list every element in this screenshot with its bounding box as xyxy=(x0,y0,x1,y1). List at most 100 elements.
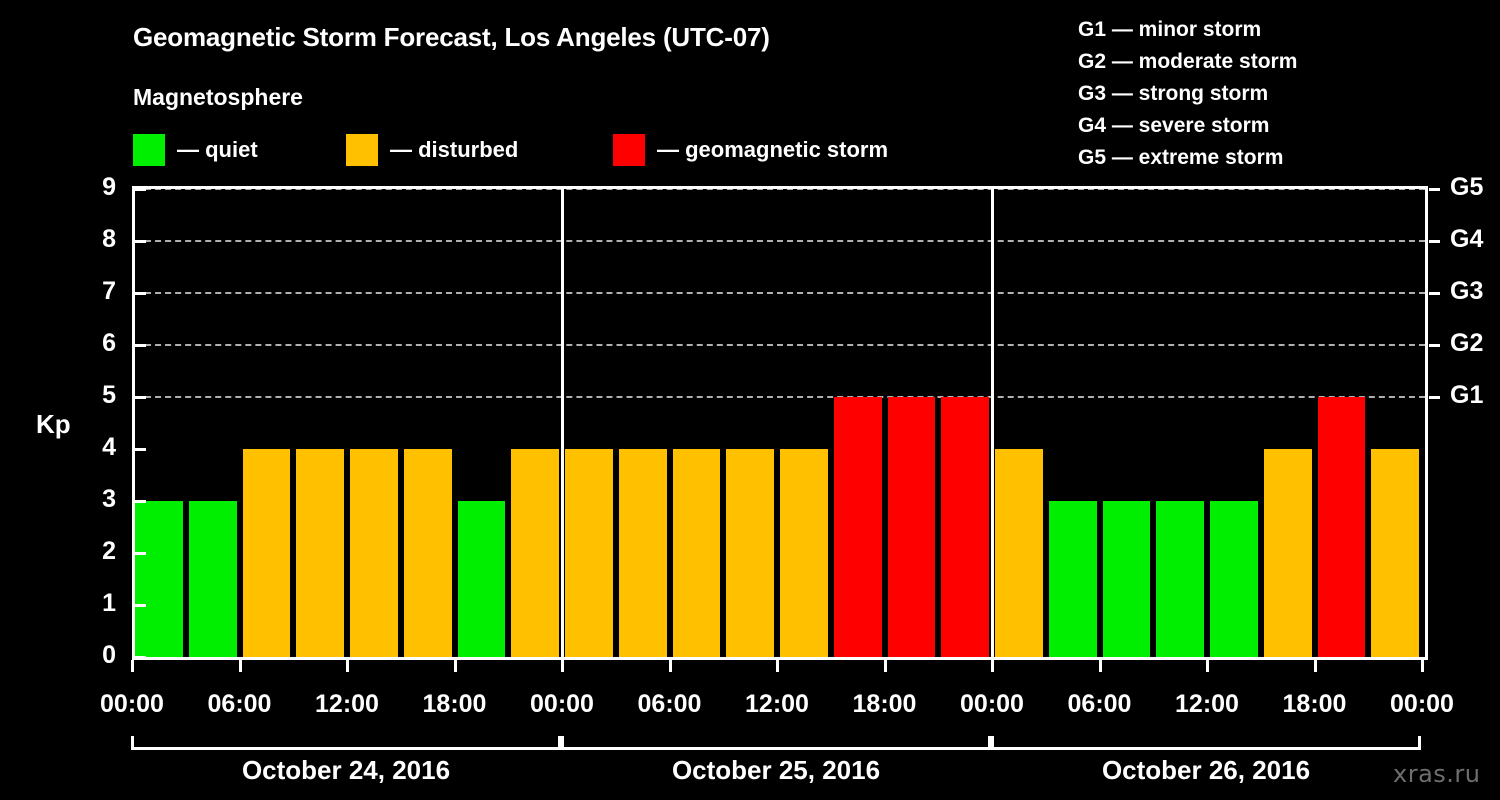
bar-kp[interactable] xyxy=(1210,501,1258,657)
bar-kp[interactable] xyxy=(135,501,183,657)
g-tick-mark-G1 xyxy=(1429,396,1440,399)
day-bracket-3 xyxy=(991,736,1421,750)
y-tick-label-5: 5 xyxy=(102,381,116,409)
legend-swatch-disturbed xyxy=(346,134,378,166)
x-tick-label-4: 00:00 xyxy=(530,690,594,718)
bar-kp[interactable] xyxy=(511,449,559,657)
legend-entry-geomagnetic-storm: — geomagnetic storm xyxy=(613,133,888,167)
bar-kp[interactable] xyxy=(242,449,291,657)
bar-kp[interactable] xyxy=(188,501,237,657)
legend-label-quiet: — quiet xyxy=(177,137,258,162)
x-tick-label-1: 06:00 xyxy=(207,690,272,718)
y-tick-label-4: 4 xyxy=(102,433,116,461)
legend-label-disturbed: — disturbed xyxy=(390,137,519,162)
g-tick-label-G3: G3 xyxy=(1450,277,1484,305)
x-tick-label-10: 12:00 xyxy=(1175,690,1239,718)
gridline-kp-9 xyxy=(135,189,1425,190)
g-legend-line-2: G2 — moderate storm xyxy=(1078,50,1298,73)
day-label-3: October 26, 2016 xyxy=(1101,755,1311,785)
x-tick-mark-10 xyxy=(1206,660,1209,672)
legend-swatch-quiet xyxy=(133,134,165,166)
g-scale-legend: G1 — minor storm G2 — moderate storm G3 — … xyxy=(1078,14,1408,174)
day-label-1: October 24, 2016 xyxy=(241,755,451,785)
y-tick-label-0: 0 xyxy=(102,641,116,669)
bar-kp[interactable] xyxy=(833,397,882,657)
y-tick-label-9: 9 xyxy=(102,173,116,201)
gridline-kp-8 xyxy=(135,240,1425,242)
bar-kp[interactable] xyxy=(887,397,936,657)
x-tick-mark-8 xyxy=(991,660,994,672)
bar-kp[interactable] xyxy=(780,449,828,657)
plot-area xyxy=(135,189,1425,657)
bar-kp[interactable] xyxy=(565,449,613,657)
x-tick-mark-9 xyxy=(1098,660,1102,672)
bar-kp[interactable] xyxy=(941,397,989,657)
x-tick-label-12: 00:00 xyxy=(1390,690,1454,718)
x-tick-mark-7 xyxy=(883,660,887,672)
y-tick-label-1: 1 xyxy=(102,589,116,617)
x-tick-label-7: 18:00 xyxy=(852,690,917,718)
day-bracket-2 xyxy=(561,736,991,750)
g-legend-line-5: G5 — extreme storm xyxy=(1078,146,1284,169)
g-legend-line-4: G4 — severe storm xyxy=(1078,114,1270,137)
bar-kp[interactable] xyxy=(618,449,667,657)
x-tick-mark-2 xyxy=(346,660,349,672)
bar-kp[interactable] xyxy=(1371,449,1419,657)
g-tick-mark-G4 xyxy=(1429,240,1440,243)
y-tick-label-8: 8 xyxy=(102,225,116,253)
g-tick-mark-G5 xyxy=(1429,188,1440,191)
x-tick-mark-11 xyxy=(1313,660,1317,672)
x-tick-label-0: 00:00 xyxy=(100,690,164,718)
x-tick-mark-12 xyxy=(1421,660,1424,672)
bar-kp[interactable] xyxy=(1156,501,1204,657)
x-tick-mark-3 xyxy=(453,660,457,672)
bar-kp[interactable] xyxy=(457,501,506,657)
bar-kp[interactable] xyxy=(995,449,1043,657)
day-divider-2 xyxy=(991,189,994,657)
legend-label-geomagnetic-storm: — geomagnetic storm xyxy=(657,137,889,162)
x-tick-mark-0 xyxy=(131,660,134,672)
y-tick-label-7: 7 xyxy=(102,277,116,305)
g-tick-mark-G3 xyxy=(1429,292,1440,295)
bar-kp[interactable] xyxy=(296,449,344,657)
watermark: xras.ru xyxy=(1393,760,1481,788)
y-tick-mark-0 xyxy=(135,656,146,659)
bar-kp[interactable] xyxy=(1102,501,1151,657)
x-tick-label-11: 18:00 xyxy=(1282,690,1347,718)
gridline-kp-5 xyxy=(135,396,1425,398)
day-bracket-1 xyxy=(131,736,561,750)
day-divider-1 xyxy=(561,189,564,657)
x-tick-mark-6 xyxy=(776,660,779,672)
y-tick-mark-1 xyxy=(135,604,146,607)
x-tick-mark-5 xyxy=(668,660,672,672)
g-tick-mark-G2 xyxy=(1429,344,1440,347)
legend-entry-disturbed: — disturbed xyxy=(346,133,518,167)
y-tick-mark-4 xyxy=(135,448,146,451)
legend-swatch-geomagnetic-storm xyxy=(613,134,645,166)
bar-kp[interactable] xyxy=(672,449,721,657)
y-tick-label-3: 3 xyxy=(102,485,116,513)
x-tick-label-2: 12:00 xyxy=(315,690,379,718)
bar-kp[interactable] xyxy=(1048,501,1097,657)
x-tick-label-5: 06:00 xyxy=(637,690,702,718)
x-tick-label-8: 00:00 xyxy=(960,690,1024,718)
bar-kp[interactable] xyxy=(1263,449,1312,657)
y-tick-mark-3 xyxy=(135,500,146,503)
y-tick-mark-9 xyxy=(135,188,146,191)
y-tick-mark-6 xyxy=(135,344,146,347)
g-legend-line-3: G3 — strong storm xyxy=(1078,82,1269,105)
y-tick-mark-8 xyxy=(135,240,146,243)
bar-kp[interactable] xyxy=(350,449,398,657)
x-tick-label-3: 18:00 xyxy=(422,690,487,718)
y-tick-mark-7 xyxy=(135,292,146,295)
g-tick-label-G2: G2 xyxy=(1450,329,1484,357)
y-tick-label-6: 6 xyxy=(102,329,116,357)
day-label-2: October 25, 2016 xyxy=(671,755,881,785)
x-tick-label-6: 12:00 xyxy=(745,690,809,718)
bar-kp[interactable] xyxy=(403,449,452,657)
x-tick-mark-1 xyxy=(238,660,242,672)
y-tick-mark-5 xyxy=(135,396,146,399)
g-tick-label-G5: G5 xyxy=(1450,173,1484,201)
bar-kp[interactable] xyxy=(726,449,774,657)
bar-kp[interactable] xyxy=(1317,397,1366,657)
